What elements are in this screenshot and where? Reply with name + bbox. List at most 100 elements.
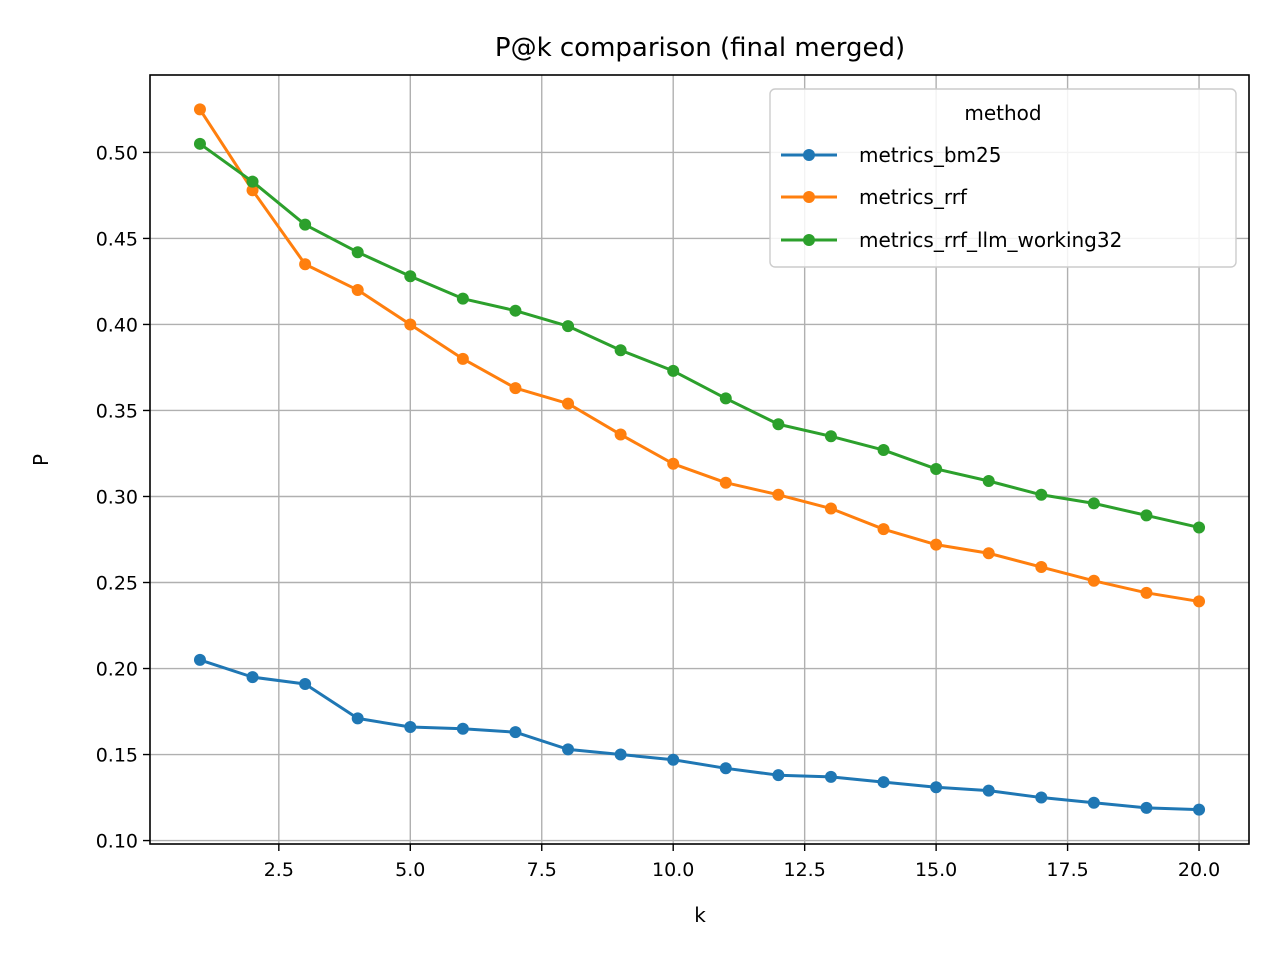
data-point [982,784,995,797]
data-point [246,671,259,684]
data-point [562,397,575,410]
data-point [1035,561,1048,574]
y-axis-label: P [29,454,53,466]
series-line [198,108,1200,603]
data-point [772,418,785,431]
data-point [193,653,206,666]
x-tick-label: 17.5 [1046,859,1088,881]
y-tick-label: 0.25 [96,573,138,595]
data-point [719,476,732,489]
data-point [667,753,680,766]
data-point [1193,521,1206,534]
data-point [982,475,995,488]
data-point [1193,803,1206,816]
data-point [351,246,364,259]
y-tick-label: 0.20 [96,659,138,681]
y-tick-label: 0.50 [96,142,138,164]
series-metrics_rrf_llm_working32 [193,137,1206,534]
data-point [1035,488,1048,501]
data-point [509,726,522,739]
data-point [667,364,680,377]
data-point [1035,791,1048,804]
series-layer [193,103,1206,816]
data-point [719,392,732,405]
axis-ticks: 2.5 5.0 7.5 10.0 12.5 15.0 17.5 20.0 0.10 0.15 0.2… [96,142,1221,881]
data-point [299,258,312,271]
data-point [299,218,312,231]
legend-item: metrics_bm25 [781,143,1001,167]
x-tick-label: 20.0 [1178,859,1220,881]
data-point [614,344,627,357]
data-point [562,743,575,756]
data-point [509,304,522,317]
data-point [824,770,837,783]
data-point [404,270,417,283]
data-point [193,137,206,150]
data-point [1087,796,1100,809]
data-point [246,184,259,197]
data-point [982,547,995,560]
y-tick-label: 0.35 [96,400,138,422]
series-line [199,658,1200,812]
series-line [199,142,1200,529]
data-point [456,722,469,735]
y-tick-label: 0.10 [96,831,138,853]
data-point [614,748,627,761]
x-tick-label: 2.5 [264,859,294,881]
legend-swatch-marker [803,149,815,161]
data-point [404,721,417,734]
data-point [456,292,469,305]
data-point [1087,497,1100,510]
data-point [1087,574,1100,587]
data-point [456,352,469,365]
series-metrics_bm25 [193,653,1206,816]
data-point [299,678,312,691]
data-point [772,769,785,782]
legend-item: metrics_rrf [781,185,968,209]
plot-frame [149,74,1250,845]
data-point [667,457,680,470]
legend-box [769,88,1237,268]
series-metrics_rrf [193,103,1206,608]
data-point [1193,595,1206,608]
x-tick-label: 7.5 [527,859,557,881]
data-point [877,776,890,789]
legend: method metrics_bm25 metrics_rrf metrics_rr… [769,88,1237,268]
data-point [1140,586,1153,599]
data-point [562,320,575,333]
legend-swatch-marker [803,191,815,203]
data-point [772,488,785,501]
legend-label: metrics_rrf [859,185,968,209]
data-point [1140,801,1153,814]
legend-swatch-marker [803,234,815,246]
data-point [930,538,943,551]
x-tick-label: 5.0 [395,859,425,881]
legend-items: metrics_bm25 metrics_rrf metrics_rrf_llm_w… [781,143,1122,252]
legend-title: method [964,101,1041,125]
data-point [246,175,259,188]
data-point [351,712,364,725]
chart-title: P@k comparison (final merged) [495,33,905,63]
y-tick-label: 0.30 [96,486,138,508]
x-tick-label: 12.5 [784,859,826,881]
data-point [877,444,890,457]
data-point [1140,509,1153,522]
data-point [351,284,364,297]
y-tick-label: 0.45 [96,228,138,250]
data-point [509,382,522,395]
data-point [193,103,206,116]
x-tick-label: 15.0 [915,859,957,881]
y-tick-label: 0.15 [96,745,138,767]
legend-label: metrics_bm25 [859,143,1001,167]
legend-item: metrics_rrf_llm_working32 [781,228,1122,252]
data-point [824,502,837,515]
data-point [404,318,417,331]
data-point [614,428,627,441]
y-tick-label: 0.40 [96,314,138,336]
x-axis-label: k [694,903,706,927]
data-point [824,430,837,443]
x-tick-label: 10.0 [652,859,694,881]
data-point [930,462,943,475]
